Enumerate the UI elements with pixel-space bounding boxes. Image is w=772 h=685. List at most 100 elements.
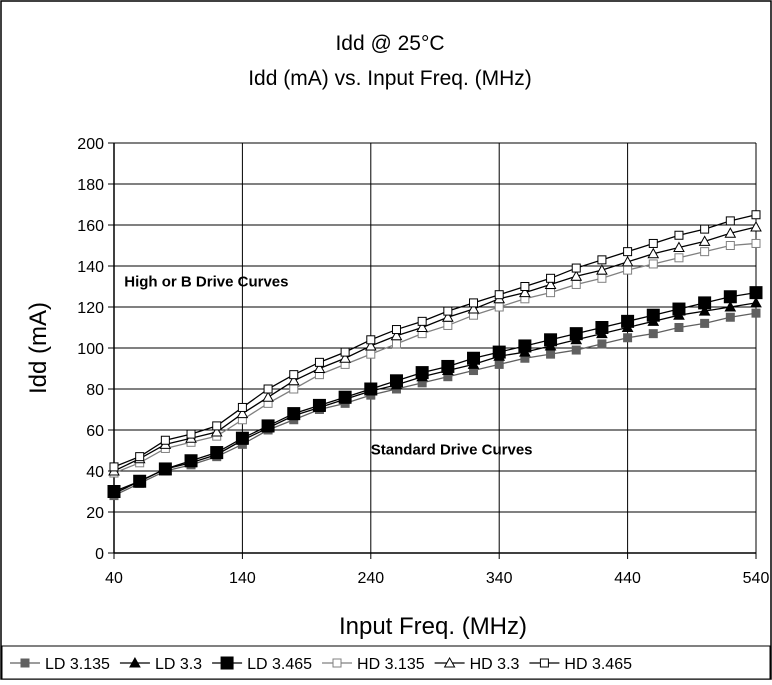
data-point: [698, 235, 711, 246]
legend-item: LD 3.465: [212, 656, 312, 673]
data-point: [751, 238, 761, 248]
legend-marker: [443, 656, 456, 668]
legend-label: LD 3.3: [155, 656, 202, 673]
data-point: [647, 247, 660, 259]
data-point: [184, 454, 198, 468]
data-point: [364, 382, 378, 396]
data-point: [621, 255, 634, 267]
data-point: [597, 255, 607, 265]
data-point: [569, 327, 583, 341]
legend-marker: [220, 656, 234, 670]
data-point: [417, 316, 427, 326]
data-point: [338, 390, 352, 404]
data-point: [674, 230, 684, 240]
data-point: [725, 312, 735, 322]
plot-area: 0 20 40 60 80 100 120 140 160 180 200 40 140 240 340 44…: [77, 136, 769, 587]
data-point: [210, 446, 224, 460]
data-point: [494, 290, 504, 300]
data-point: [443, 320, 453, 330]
x-axis-label: Input Freq. (MHz): [339, 613, 527, 640]
data-point: [443, 306, 453, 316]
data-point: [391, 339, 401, 349]
data-point: [646, 308, 660, 322]
y-tick-label: 0: [95, 546, 104, 563]
data-point: [698, 305, 711, 316]
legend-item: HD 3.3: [434, 656, 520, 673]
data-point: [724, 300, 737, 312]
data-point: [621, 314, 635, 328]
data-point: [390, 329, 403, 341]
annotations: High or B Drive Curves Standard Drive Cur…: [124, 274, 532, 459]
data-point: [494, 302, 504, 312]
legend-marker: [539, 658, 549, 668]
data-point: [133, 474, 147, 488]
data-point: [672, 302, 686, 316]
x-tick-label: 440: [614, 570, 641, 587]
data-point: [389, 374, 403, 388]
legend-marker: [129, 656, 141, 668]
data-point: [596, 264, 608, 275]
data-point: [595, 321, 609, 334]
data-point: [441, 311, 454, 322]
legend-label: HD 3.465: [564, 656, 632, 673]
data-point: [724, 227, 737, 238]
data-point: [186, 429, 196, 439]
chart-annotation: High or B Drive Curves: [124, 274, 288, 291]
data-point: [723, 290, 737, 304]
data-point: [571, 263, 581, 273]
data-point: [698, 296, 712, 310]
data-point: [597, 339, 607, 349]
data-point: [648, 259, 658, 269]
data-point: [467, 303, 480, 314]
legend-item: HD 3.135: [322, 656, 425, 673]
data-point: [469, 298, 479, 308]
y-tick-label: 140: [77, 259, 104, 276]
data-point: [597, 273, 607, 283]
series-hd-3-465: [109, 210, 761, 472]
y-tick-label: 180: [77, 177, 104, 194]
data-point: [700, 247, 710, 257]
data-point: [750, 221, 762, 232]
data-point: [415, 366, 429, 380]
data-point: [262, 391, 274, 402]
data-point: [700, 318, 710, 328]
chart-title: Idd @ 25°C: [335, 32, 444, 55]
data-point: [725, 216, 735, 226]
data-point: [416, 321, 429, 332]
data-point: [158, 462, 172, 476]
data-point: [339, 352, 351, 363]
data-point: [263, 384, 273, 394]
chart-annotation: Standard Drive Curves: [371, 442, 533, 459]
x-tick-label: 340: [486, 570, 513, 587]
data-point: [751, 308, 761, 318]
data-point: [673, 241, 685, 253]
data-point: [135, 452, 145, 462]
legend-label: HD 3.135: [357, 656, 425, 673]
data-point: [109, 462, 119, 472]
data-point: [623, 247, 633, 257]
data-point: [287, 374, 300, 386]
y-tick-label: 80: [86, 382, 104, 399]
y-tick-label: 160: [77, 218, 104, 235]
data-point: [287, 407, 301, 421]
data-point: [571, 345, 581, 355]
data-point: [648, 238, 658, 248]
chart-subtitle: Idd (mA) vs. Input Freq. (MHz): [248, 67, 532, 90]
data-point: [546, 273, 556, 283]
data-point: [289, 384, 299, 394]
data-point: [725, 241, 735, 250]
series-ld-3-465: [107, 286, 763, 498]
data-point: [160, 435, 170, 445]
legend-item: LD 3.3: [119, 656, 202, 673]
data-point: [340, 347, 350, 357]
data-point: [494, 359, 504, 369]
data-point: [391, 325, 401, 335]
data-point: [749, 286, 763, 300]
x-tick-label: 140: [229, 570, 256, 587]
y-tick-label: 120: [77, 300, 104, 317]
data-point: [235, 431, 249, 445]
y-tick-label: 20: [86, 505, 104, 522]
data-point: [313, 362, 326, 373]
